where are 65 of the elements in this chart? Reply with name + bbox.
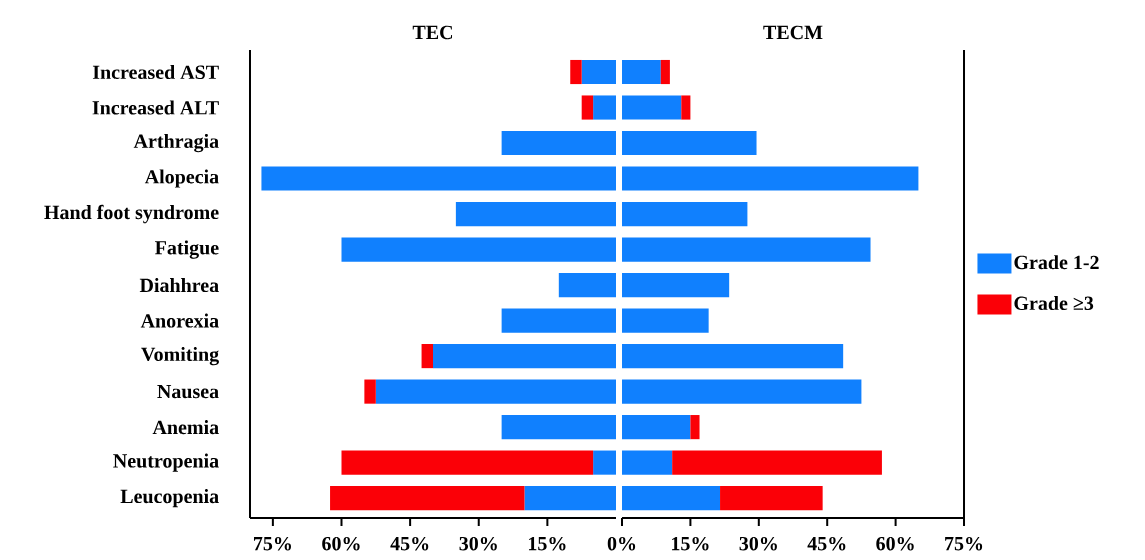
bar [622, 166, 919, 191]
bar [501, 308, 616, 333]
x-tick-label: 0% [607, 536, 636, 551]
chart-title: TECM [763, 25, 823, 40]
bar [672, 450, 882, 475]
y-tick-label: Neutropenia [113, 453, 219, 472]
bar [570, 59, 582, 85]
bar [622, 486, 721, 511]
y-tick-label: Nausea [157, 384, 219, 399]
bar [593, 450, 616, 475]
bar [622, 130, 757, 156]
bar [622, 95, 682, 120]
bar [622, 344, 844, 369]
y-tick-label: Alopecia [144, 169, 219, 188]
bar [622, 273, 730, 298]
legend-label: Grade ≥3 [1014, 296, 1094, 311]
bar [375, 379, 616, 404]
x-tick-label: 60% [322, 536, 360, 551]
bar [660, 59, 670, 85]
bar [581, 95, 594, 120]
y-tick-label: Arthragia [133, 133, 219, 153]
bar [558, 273, 616, 298]
bar [622, 237, 871, 262]
legend-label: Grade 1-2 [1014, 255, 1099, 270]
bar [421, 344, 433, 369]
y-tick-label: Hand foot syndrome [44, 204, 219, 224]
bar [622, 201, 748, 227]
bar [364, 379, 376, 404]
x-tick-label: 60% [876, 536, 914, 551]
bar [622, 415, 691, 440]
bar [501, 130, 616, 156]
y-tick-label: Anorexia [140, 313, 219, 328]
bar [524, 486, 616, 511]
x-tick-label: 45% [807, 536, 846, 551]
x-tick-label: 75% [254, 536, 291, 551]
bar [593, 95, 616, 120]
bar [330, 486, 525, 511]
y-tick-label: Fatigue [155, 240, 219, 259]
bar [622, 379, 862, 404]
y-tick-label: Anemia [152, 420, 219, 435]
bar [720, 486, 823, 511]
bar [455, 201, 616, 227]
bar [501, 415, 616, 440]
bar [690, 415, 700, 440]
x-tick-label: 75% [945, 536, 983, 551]
x-tick-label: 15% [672, 536, 709, 551]
y-tick-label: Increased ALT [92, 100, 219, 115]
x-tick-label: 30% [739, 536, 777, 551]
x-tick-label: 15% [528, 536, 566, 551]
chart-title: TEC [412, 25, 453, 40]
bar [622, 59, 661, 85]
y-tick-label: Diahhrea [139, 278, 219, 293]
bar [341, 237, 616, 262]
y-tick-label: Increased AST [92, 64, 219, 80]
bar [261, 166, 616, 191]
x-tick-label: 45% [390, 536, 429, 551]
bar [581, 59, 616, 85]
y-tick-label: Leucopenia [120, 489, 219, 508]
bar [433, 344, 616, 369]
bar [681, 95, 691, 120]
bar [622, 450, 673, 475]
x-tick-label: 30% [459, 536, 497, 551]
bar [622, 308, 709, 333]
bar [341, 450, 594, 475]
y-tick-label: Vomiting [141, 346, 219, 366]
